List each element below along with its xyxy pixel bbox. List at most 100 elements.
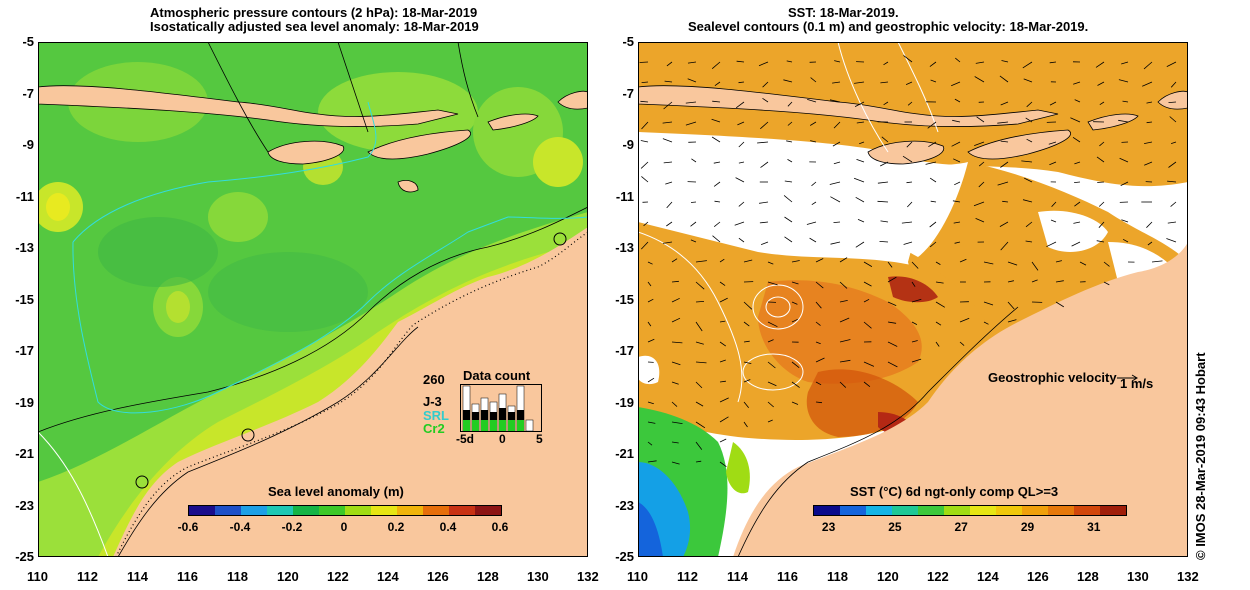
data-count-histogram — [460, 384, 542, 432]
velocity-arrow — [767, 261, 774, 265]
velocity-arrow — [743, 421, 748, 428]
velocity-arrow — [815, 301, 822, 309]
velocity-arrow — [1098, 221, 1105, 228]
velocity-arrow — [1074, 99, 1081, 103]
velocity-arrow — [767, 281, 778, 286]
velocity-arrow — [1073, 221, 1081, 224]
velocity-arrow — [935, 261, 941, 265]
velocity-arrow — [1074, 181, 1081, 183]
velocity-arrow — [863, 361, 875, 367]
velocity-arrow — [1168, 161, 1177, 168]
velocity-arrow — [1071, 241, 1081, 247]
velocity-arrow — [1166, 61, 1177, 67]
velocity-arrow — [713, 181, 721, 187]
velocity-arrow — [954, 241, 961, 244]
velocity-arrow — [712, 100, 721, 103]
x-tick-label: 116 — [777, 569, 798, 584]
colorbar-tick-label: -0.6 — [177, 520, 199, 534]
x-tick-label: 122 — [327, 569, 349, 584]
data-count-max: 260 — [423, 372, 445, 387]
colorbar-tick-label: -0.4 — [229, 520, 251, 534]
velocity-arrow — [719, 380, 726, 383]
velocity-arrow — [1048, 141, 1057, 145]
velocity-arrow — [712, 235, 721, 243]
y-tick-label: -9 — [22, 137, 34, 152]
velocity-arrow — [1103, 261, 1110, 267]
velocity-arrow — [999, 75, 1009, 83]
data-count-title: Data count — [463, 368, 531, 383]
velocity-arrow — [711, 118, 721, 123]
right-title-line2: Sealevel contours (0.1 m) and geostrophi… — [688, 19, 1089, 34]
data-count-axis-end: 5 — [536, 432, 543, 446]
velocity-arrow — [647, 338, 655, 343]
velocity-arrow — [983, 301, 994, 306]
velocity-arrow — [829, 99, 841, 103]
velocity-arrow — [1167, 180, 1177, 183]
velocity-arrow — [685, 101, 697, 104]
right-colorbar-title: SST (°C) 6d ngt-only comp QL>=3 — [850, 484, 1059, 499]
velocity-arrow — [1146, 121, 1153, 124]
velocity-arrow — [791, 318, 798, 323]
colorbar-swatch — [449, 506, 475, 515]
velocity-arrow — [952, 200, 961, 203]
velocity-arrow — [1122, 100, 1129, 103]
velocity-arrow — [974, 76, 985, 83]
velocity-arrow — [714, 200, 721, 203]
colorbar-swatch — [475, 506, 501, 515]
velocity-arrow — [743, 301, 753, 310]
colorbar-tick-label: 29 — [1020, 520, 1035, 534]
velocity-arrow — [671, 258, 678, 263]
sat-label-cr2: Cr2 — [423, 421, 445, 436]
velocity-arrow — [839, 281, 848, 289]
sst-map: SST (°C) 6d ngt-only comp QL>=3 23 25 27 29… — [638, 42, 1188, 557]
velocity-arrow — [929, 61, 937, 67]
velocity-arrow — [863, 261, 873, 267]
velocity-arrow — [839, 257, 848, 263]
velocity-arrow — [641, 121, 649, 130]
velocity-arrow — [767, 401, 774, 408]
velocity-arrow — [854, 101, 865, 107]
velocity-arrow — [930, 79, 937, 83]
velocity-arrow — [719, 397, 729, 403]
y-tick-label: -13 — [615, 240, 634, 255]
velocity-arrow — [1026, 101, 1033, 108]
colorbar-swatch — [814, 506, 840, 515]
data-count-axis-start: -5d — [456, 432, 474, 446]
velocity-arrow — [762, 97, 769, 103]
velocity-arrow — [719, 461, 727, 468]
velocity-arrow — [791, 401, 799, 405]
velocity-arrow — [695, 441, 703, 450]
x-tick-label: 126 — [427, 569, 449, 584]
colorbar-swatch — [371, 506, 397, 515]
velocity-arrow — [935, 321, 942, 326]
velocity-arrow — [643, 221, 649, 227]
colorbar-swatch — [397, 506, 423, 515]
colorbar-tick-label: 0 — [340, 520, 348, 534]
velocity-arrow — [928, 141, 937, 148]
left-title-line1: Atmospheric pressure contours (2 hPa): 1… — [150, 5, 478, 20]
velocity-arrow — [976, 116, 985, 123]
velocity-arrow — [713, 161, 721, 164]
velocity-arrow — [759, 201, 769, 204]
velocity-arrow — [647, 421, 656, 424]
velocity-arrow — [647, 261, 653, 265]
velocity-arrow — [856, 121, 865, 124]
velocity-legend-label: Geostrophic velocity — [988, 370, 1117, 385]
velocity-arrow — [1070, 117, 1081, 123]
velocity-arrow — [881, 136, 889, 143]
velocity-arrow — [1103, 281, 1110, 286]
velocity-arrow — [743, 361, 752, 364]
velocity-arrow — [760, 161, 769, 168]
velocity-arrow — [830, 241, 841, 245]
colorbar-swatch — [423, 506, 449, 515]
y-tick-label: -25 — [15, 549, 34, 564]
velocity-arrow — [1049, 61, 1057, 64]
velocity-arrow — [880, 161, 889, 167]
velocity-arrow — [853, 177, 865, 183]
velocity-arrow — [974, 141, 985, 146]
y-tick-label: -19 — [615, 394, 634, 410]
velocity-arrow — [1023, 78, 1033, 83]
velocity-arrow — [1147, 241, 1153, 246]
x-tick-label: 118 — [827, 569, 848, 584]
velocity-scale-arrow — [1117, 374, 1138, 382]
